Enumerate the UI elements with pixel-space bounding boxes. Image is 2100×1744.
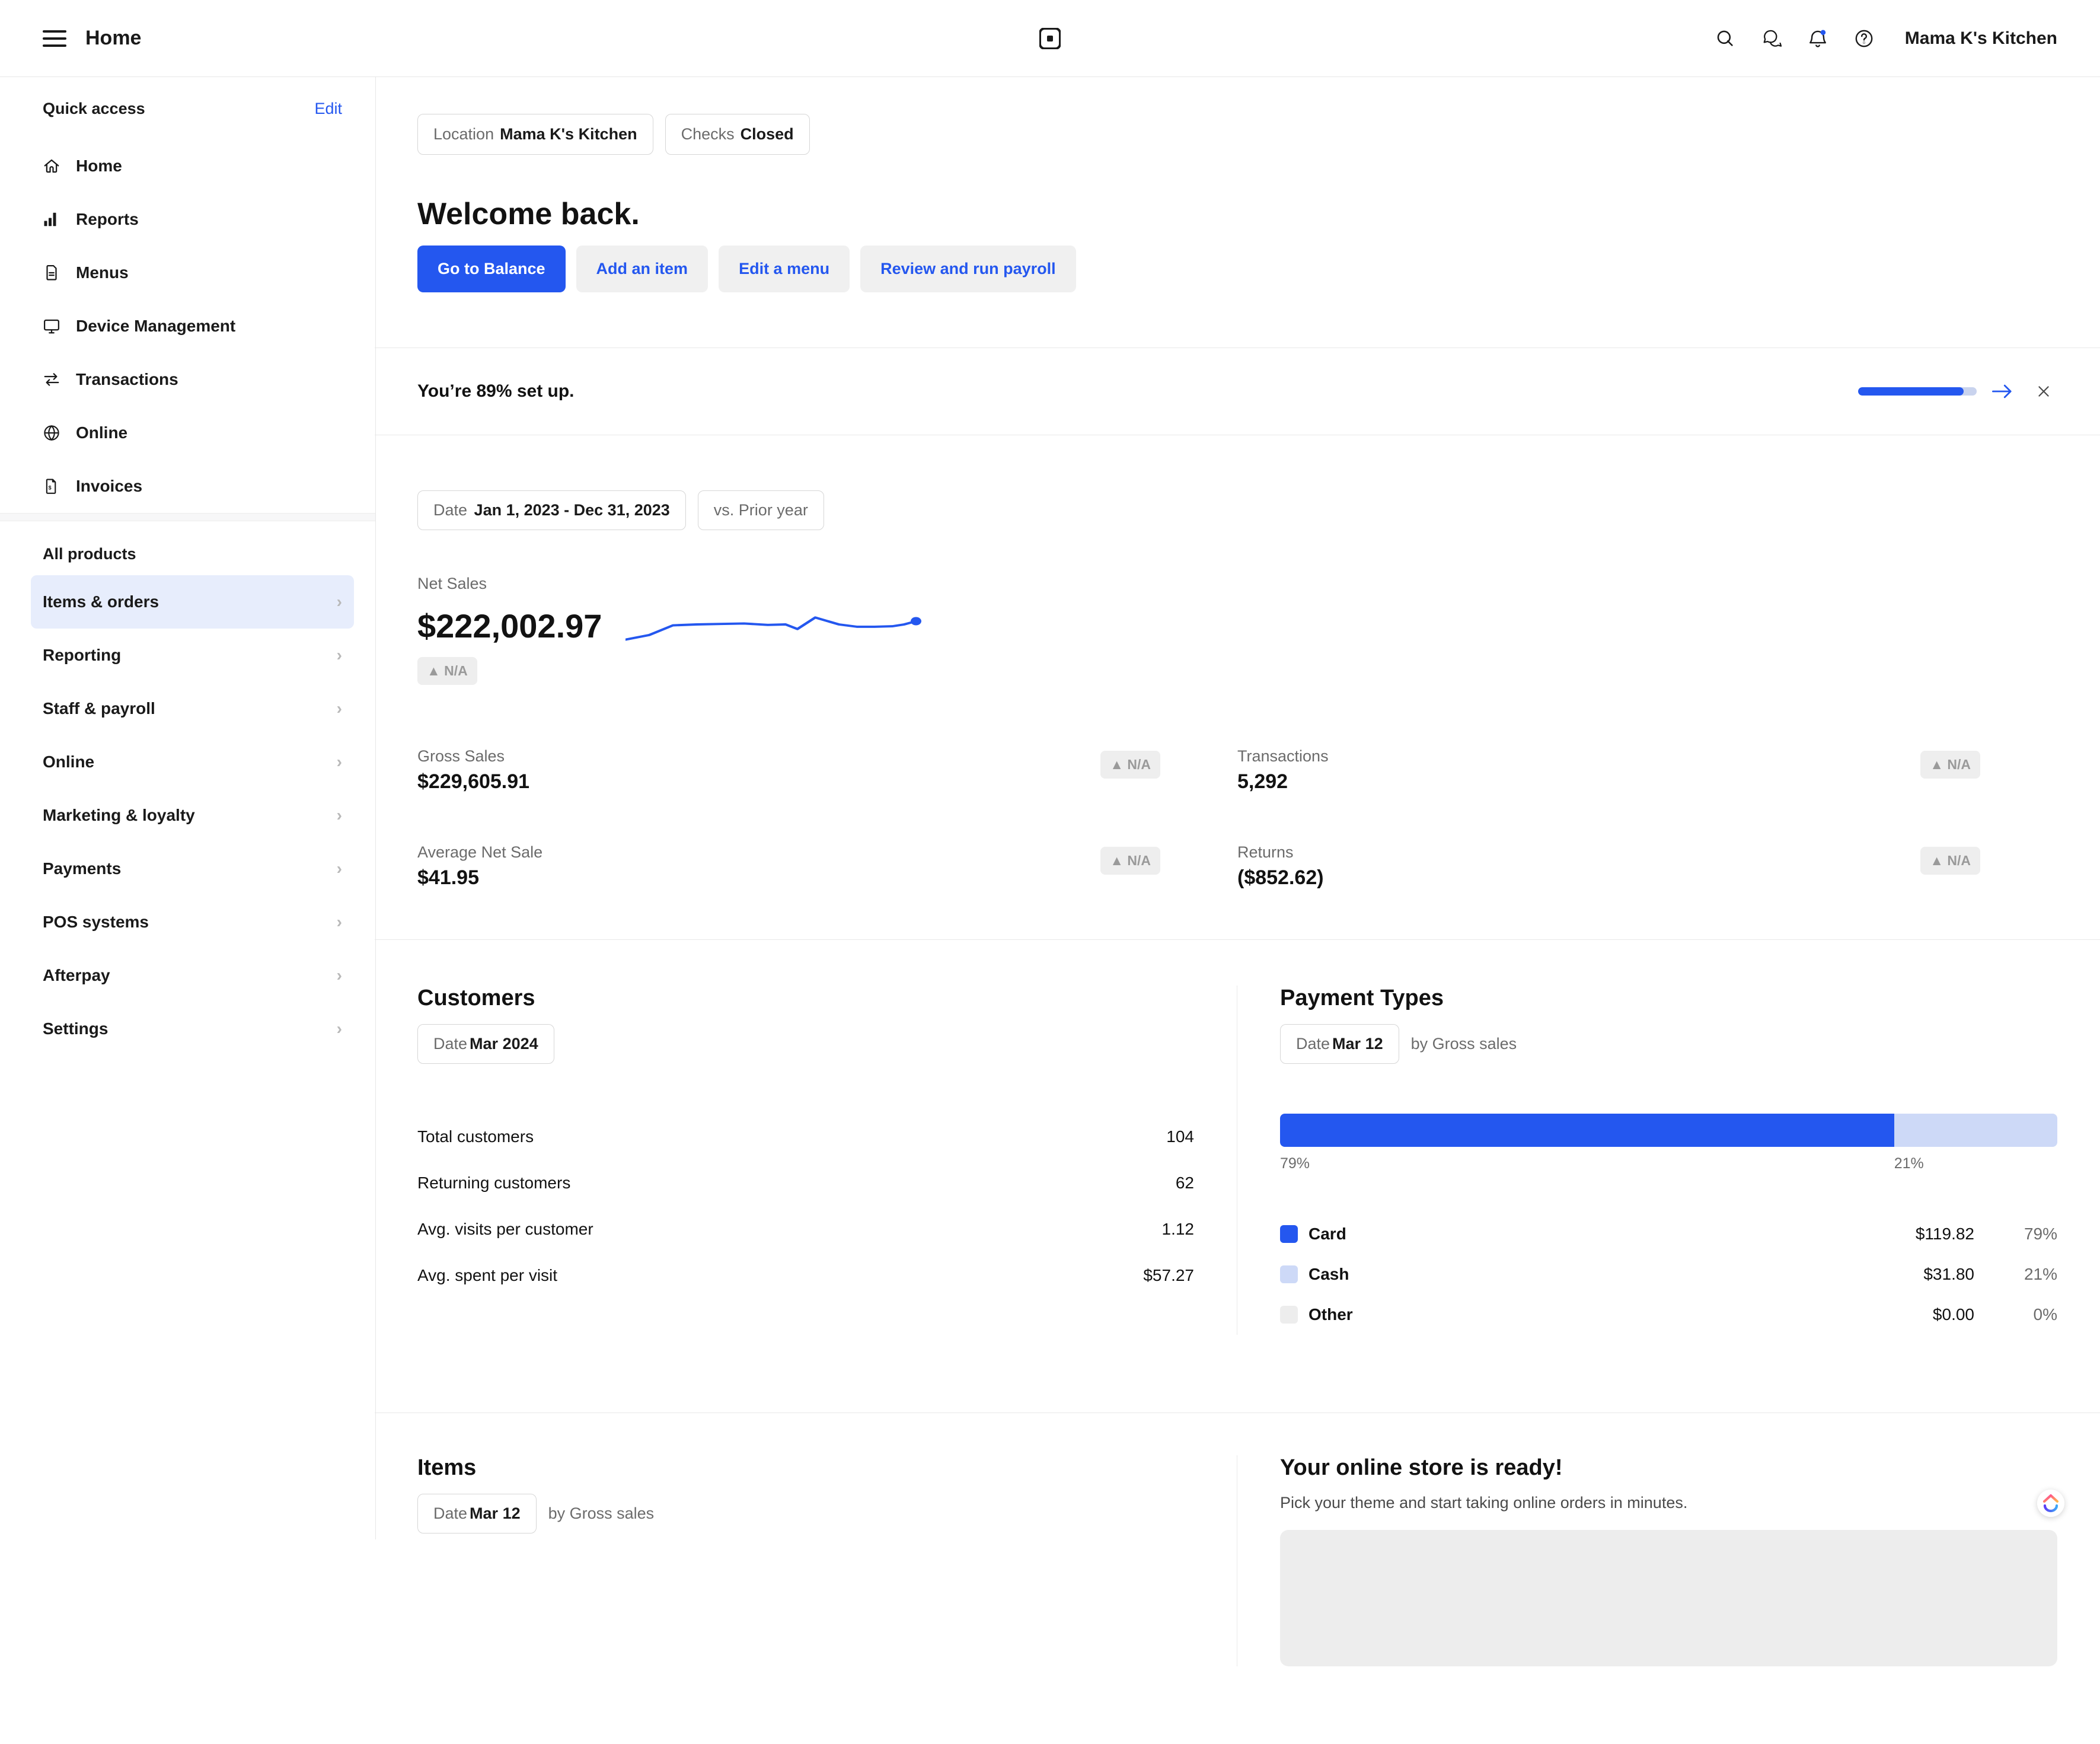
svg-text:$: $ — [49, 484, 52, 490]
